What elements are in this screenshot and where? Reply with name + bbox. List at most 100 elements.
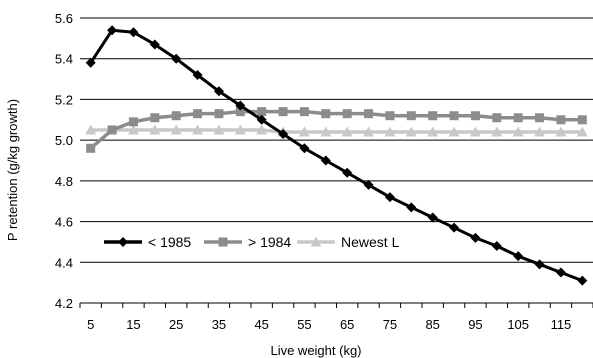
data-point	[555, 126, 567, 137]
data-point	[427, 212, 438, 223]
series-3	[85, 124, 588, 137]
data-point	[577, 115, 587, 125]
data-point	[214, 109, 224, 119]
data-point	[469, 126, 481, 137]
legend-marker	[118, 237, 128, 247]
data-point	[363, 179, 374, 190]
legend-label: < 1985	[148, 234, 191, 250]
data-point	[342, 167, 353, 178]
data-point	[171, 53, 182, 64]
y-tick-label: 4.8	[55, 174, 73, 189]
data-point	[577, 275, 588, 286]
legend-item: Newest L	[297, 234, 400, 250]
data-point	[107, 125, 117, 135]
y-tick-label: 5.0	[55, 133, 73, 148]
y-axis-ticks: 4.2 4.4 4.6 4.8 5.0 5.2 5.4 5.6	[55, 11, 73, 311]
data-point	[406, 202, 417, 213]
data-point	[192, 124, 204, 135]
y-tick-label: 4.6	[55, 215, 73, 230]
data-point	[278, 107, 288, 117]
legend-label: Newest L	[341, 234, 400, 250]
data-point	[127, 124, 139, 135]
data-point	[364, 109, 374, 119]
data-point	[192, 70, 203, 80]
data-point	[556, 115, 566, 125]
legend-item: < 1985	[104, 234, 191, 250]
data-point	[320, 155, 331, 166]
x-tick-label: 15	[126, 317, 140, 332]
data-point	[492, 113, 502, 123]
y-tick-label: 4.4	[55, 255, 73, 270]
legend-item: > 1984	[204, 234, 291, 250]
data-point	[85, 124, 97, 135]
data-point	[491, 126, 503, 137]
data-point	[235, 107, 245, 117]
y-tick-label: 5.2	[55, 92, 73, 107]
y-axis-label: P retention (g/kg growth)	[5, 99, 20, 241]
data-point	[149, 39, 160, 50]
data-point	[320, 126, 332, 137]
y-tick-label: 4.2	[55, 296, 73, 311]
legend-marker	[310, 236, 322, 247]
x-tick-label: 95	[468, 317, 482, 332]
data-point	[428, 111, 438, 121]
data-point	[427, 126, 439, 137]
x-tick-label: 105	[507, 317, 529, 332]
data-point	[384, 192, 395, 203]
data-point	[235, 100, 246, 111]
data-point	[193, 109, 203, 119]
data-point	[321, 109, 331, 119]
data-point	[363, 126, 375, 137]
x-tick-label: 35	[212, 317, 226, 332]
data-point	[256, 114, 267, 125]
x-tick-label: 45	[254, 317, 268, 332]
x-tick-label: 25	[169, 317, 183, 332]
legend-label: > 1984	[248, 234, 291, 250]
data-point	[299, 143, 310, 154]
data-point	[448, 126, 460, 137]
data-point	[512, 126, 524, 137]
data-point	[107, 25, 118, 36]
data-point	[257, 107, 267, 117]
data-point	[405, 126, 417, 137]
y-tick-label: 5.6	[55, 11, 73, 26]
series-1	[85, 25, 588, 286]
series-line	[89, 28, 583, 283]
data-point	[213, 86, 224, 97]
data-point	[128, 27, 139, 38]
data-point	[535, 113, 545, 123]
data-point	[576, 126, 588, 137]
x-tick-label: 5	[87, 317, 94, 332]
y-tick-label: 5.4	[55, 52, 73, 67]
data-point	[278, 129, 289, 140]
data-point	[470, 111, 480, 121]
data-point	[213, 124, 225, 135]
data-point	[534, 126, 546, 137]
data-point	[149, 124, 161, 135]
gridlines	[80, 17, 593, 263]
x-axis-ticks: 5 15 25 35 45 55 65 75 85 95 105 115	[79, 303, 593, 332]
data-point	[470, 232, 481, 243]
data-point	[534, 259, 545, 270]
x-tick-label: 55	[297, 317, 311, 332]
x-tick-label: 65	[340, 317, 354, 332]
data-point	[234, 124, 246, 135]
data-point	[555, 267, 566, 278]
data-point	[299, 107, 309, 117]
series-2	[86, 107, 587, 153]
legend-marker	[218, 237, 228, 247]
x-tick-label: 75	[383, 317, 397, 332]
data-point	[385, 111, 395, 121]
data-point	[342, 109, 352, 119]
data-point	[384, 126, 396, 137]
legend: < 1985 > 1984 Newest L	[104, 234, 400, 250]
data-point	[406, 111, 416, 121]
series-group	[85, 25, 588, 286]
data-point	[449, 111, 459, 121]
data-point	[491, 241, 502, 251]
data-point	[256, 124, 268, 135]
data-point	[298, 126, 310, 137]
data-point	[449, 222, 460, 233]
x-axis-label: Live weight (kg)	[270, 343, 361, 358]
